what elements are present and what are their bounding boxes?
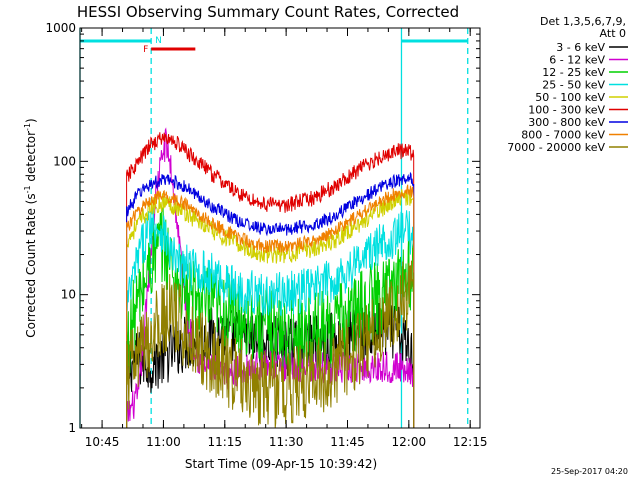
- x-tick-label-3: 11:30: [269, 435, 304, 449]
- x-tick-label-1: 11:00: [146, 435, 181, 449]
- legend-label-0: 3 - 6 keV: [556, 41, 605, 54]
- y-axis-label: Corrected Count Rate (s-1 detector-1): [23, 118, 38, 337]
- series-line-3: [126, 208, 415, 428]
- plot-frame: [79, 27, 481, 429]
- legend-label-8: 7000 - 20000 keV: [507, 141, 605, 154]
- x-tick-label-6: 12:15: [453, 435, 488, 449]
- series-line-5: [126, 132, 415, 428]
- legend-label-5: 100 - 300 keV: [528, 104, 605, 117]
- series-line-8: [126, 260, 415, 428]
- chart-title: HESSI Observing Summary Count Rates, Cor…: [77, 3, 459, 21]
- flag-label-N: N: [155, 36, 162, 46]
- legend-header-line1: Det 1,3,5,6,7,9,: [540, 15, 626, 28]
- axes: 10:45 11:00 11:15 11:30 11:45 12:00 12:15 1 10 10…: [45, 21, 487, 449]
- legend-label-7: 800 - 7000 keV: [521, 129, 605, 142]
- legend-label-3: 25 - 50 keV: [542, 79, 605, 92]
- x-tick-label-4: 11:45: [330, 435, 365, 449]
- series-line-6: [126, 171, 415, 428]
- x-tick-label-2: 11:15: [207, 435, 242, 449]
- y-tick-label-3: 1000: [45, 21, 76, 35]
- timestamp: 25-Sep-2017 04:20: [551, 467, 628, 476]
- x-tick-label-0: 10:45: [85, 435, 120, 449]
- series-layer: [126, 127, 415, 428]
- legend-header-line2: Att 0: [600, 27, 626, 40]
- legend-label-4: 50 - 100 keV: [535, 91, 605, 104]
- y-tick-label-2: 100: [53, 154, 76, 168]
- legend-label-2: 12 - 25 keV: [542, 66, 605, 79]
- x-axis-label: Start Time (09-Apr-15 10:39:42): [185, 457, 377, 471]
- x-tick-label-5: 12:00: [392, 435, 427, 449]
- legend-label-1: 6 - 12 keV: [549, 54, 605, 67]
- flag-bars: FN: [80, 36, 468, 55]
- series-line-7: [126, 184, 415, 428]
- flag-label-F: F: [143, 45, 148, 55]
- y-tick-label-1: 10: [61, 288, 76, 302]
- legend-label-6: 300 - 800 keV: [528, 116, 605, 129]
- y-tick-label-0: 1: [68, 421, 76, 435]
